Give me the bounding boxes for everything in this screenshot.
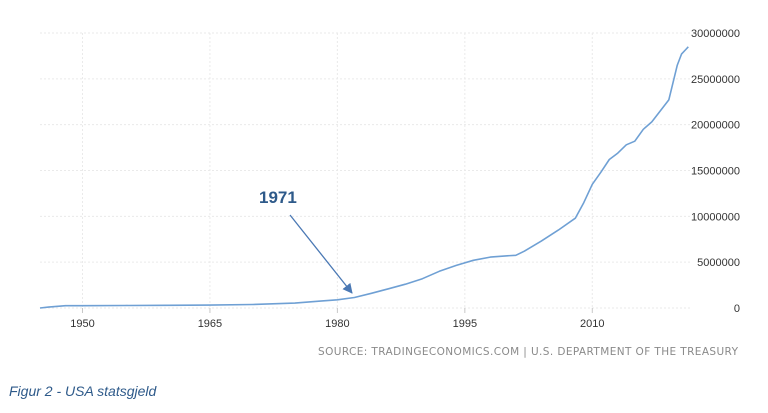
x-tick-label: 2010 <box>580 318 604 330</box>
y-tick-label: 5000000 <box>697 257 740 269</box>
annotation-1971: 1971 <box>259 188 297 207</box>
y-axis-ticks: 0 5000000 10000000 15000000 20000000 25000000… <box>691 28 740 315</box>
annotation-arrow <box>289 214 353 294</box>
grid-lines <box>40 32 690 309</box>
x-axis-ticks: 1950 1965 1980 1995 2010 <box>70 308 605 330</box>
x-tick-label: 1950 <box>70 318 94 330</box>
y-tick-label: 25000000 <box>691 74 740 86</box>
y-tick-label: 20000000 <box>691 120 740 132</box>
y-tick-label: 15000000 <box>691 166 740 178</box>
y-tick-label: 10000000 <box>691 211 740 223</box>
x-tick-label: 1995 <box>453 318 477 330</box>
y-tick-label: 0 <box>734 303 740 315</box>
x-tick-label: 1965 <box>198 318 222 330</box>
debt-chart: 1950 1965 1980 1995 2010 0 5000000 10000000 150… <box>39 28 740 330</box>
series-line-us-debt <box>39 46 689 309</box>
y-tick-label: 30000000 <box>691 28 740 40</box>
source-note: SOURCE: TRADINGECONOMICS.COM | U.S. DEPA… <box>318 346 739 358</box>
x-tick-label: 1980 <box>325 318 349 330</box>
figure-caption: Figur 2 - USA statsgjeld <box>9 383 157 399</box>
